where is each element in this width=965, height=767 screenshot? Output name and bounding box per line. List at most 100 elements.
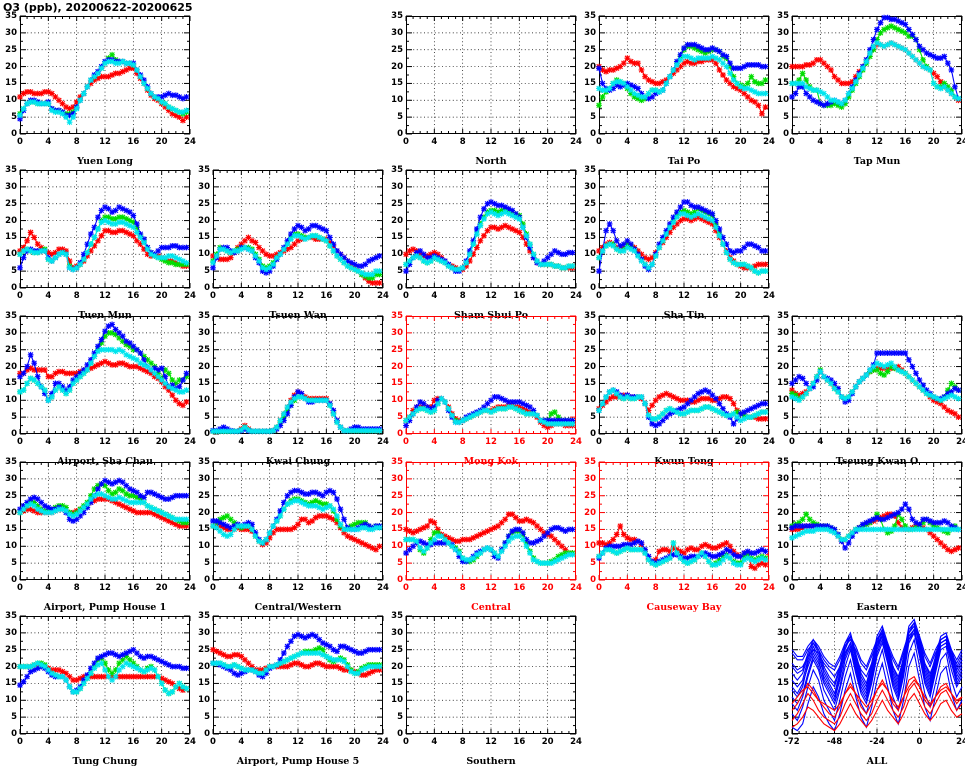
series-marker — [144, 246, 151, 253]
series-marker — [284, 407, 291, 414]
series-marker — [796, 523, 802, 529]
x-tick-label: 12 — [485, 137, 497, 147]
series-marker — [920, 63, 926, 70]
series-marker — [70, 377, 76, 383]
series-marker — [512, 533, 519, 540]
series-marker — [670, 67, 677, 73]
series-marker — [909, 516, 916, 523]
y-tick-label: 20 — [5, 507, 17, 518]
series-marker — [165, 387, 172, 394]
x-tick-label: 24 — [570, 291, 582, 301]
series-marker — [898, 368, 905, 375]
series-marker — [459, 555, 466, 561]
series-marker — [741, 412, 748, 419]
series-marker — [20, 678, 27, 685]
x-tick-label: 4 — [45, 137, 52, 147]
series-marker — [291, 497, 298, 504]
series-marker — [913, 526, 919, 533]
series-marker — [80, 90, 87, 97]
series-marker — [158, 94, 165, 100]
series-marker — [523, 536, 530, 543]
y-axis-labels: 0 5 10 15 20 25 30 35 — [579, 458, 596, 585]
series-marker — [596, 85, 602, 92]
series-marker — [116, 667, 123, 673]
series-marker — [751, 565, 758, 572]
series-marker — [417, 254, 424, 261]
series-marker — [649, 415, 655, 422]
series-marker — [842, 536, 848, 543]
series-marker — [109, 221, 115, 227]
series-marker — [369, 545, 376, 551]
x-tick-label: 16 — [127, 291, 140, 301]
series-marker — [810, 523, 817, 529]
series-marker — [91, 73, 98, 80]
series-marker — [881, 526, 887, 533]
series-marker — [569, 526, 576, 533]
series-marker — [77, 370, 84, 377]
series-marker — [348, 259, 354, 266]
series-marker — [624, 83, 631, 90]
series-marker — [617, 83, 624, 90]
series-marker — [751, 78, 758, 85]
series-marker — [663, 390, 670, 397]
series-marker — [341, 516, 347, 523]
panel-caption: Tung Chung — [72, 756, 138, 767]
series-marker — [119, 58, 126, 65]
series-marker — [119, 214, 126, 221]
series-marker — [319, 501, 326, 508]
series-marker — [210, 264, 216, 271]
series-marker — [944, 546, 951, 553]
series-marker — [512, 514, 519, 521]
series-marker — [162, 104, 169, 110]
series-marker — [144, 509, 151, 516]
series-marker — [406, 414, 413, 421]
series-marker — [906, 526, 912, 533]
series-marker — [891, 523, 898, 529]
series-marker — [56, 380, 62, 387]
series-marker — [119, 219, 126, 226]
series-marker — [845, 94, 852, 100]
series-marker — [695, 55, 702, 62]
series-marker — [373, 663, 379, 670]
series-marker — [227, 516, 234, 523]
series-marker — [95, 348, 101, 355]
series-marker — [427, 536, 434, 543]
series-marker — [56, 368, 62, 375]
series-marker — [723, 394, 730, 400]
series-marker — [84, 253, 91, 259]
series-marker — [684, 400, 691, 407]
y-tick-label: 5 — [590, 112, 596, 123]
series-marker — [596, 540, 602, 546]
series-marker — [295, 222, 301, 229]
series-marker — [720, 72, 726, 78]
series-marker — [358, 519, 365, 526]
series-marker — [403, 526, 409, 533]
series-marker — [210, 259, 216, 266]
series-marker — [305, 650, 312, 656]
series-marker — [141, 367, 147, 373]
x-tick-label: 0 — [403, 737, 409, 747]
x-tick-label: 0 — [17, 437, 23, 447]
series-marker — [720, 550, 726, 556]
series-marker — [431, 529, 438, 536]
series-marker — [259, 428, 266, 435]
series-marker — [137, 496, 144, 502]
series-marker — [105, 346, 112, 353]
series-marker — [341, 658, 347, 665]
series-marker — [24, 363, 30, 370]
chart-panel-tap-mun: 0 5 10 15 20 25 30 35 0 4 8 12 16 20 24 Tap Mun — [772, 8, 965, 167]
series-marker — [691, 394, 698, 400]
series-marker — [596, 248, 602, 254]
series-marker — [941, 518, 948, 524]
series-marker — [792, 63, 799, 70]
series-marker — [849, 529, 856, 536]
series-marker — [709, 553, 716, 560]
series-marker — [659, 87, 666, 94]
x-tick-label: 20 — [348, 737, 361, 747]
y-tick-label: 5 — [397, 558, 403, 569]
y-axis-labels: 0 5 10 15 20 25 30 35 — [386, 458, 403, 585]
series-marker — [684, 53, 691, 60]
series-marker — [916, 46, 923, 53]
series-marker — [698, 48, 705, 55]
series-marker — [698, 550, 705, 556]
